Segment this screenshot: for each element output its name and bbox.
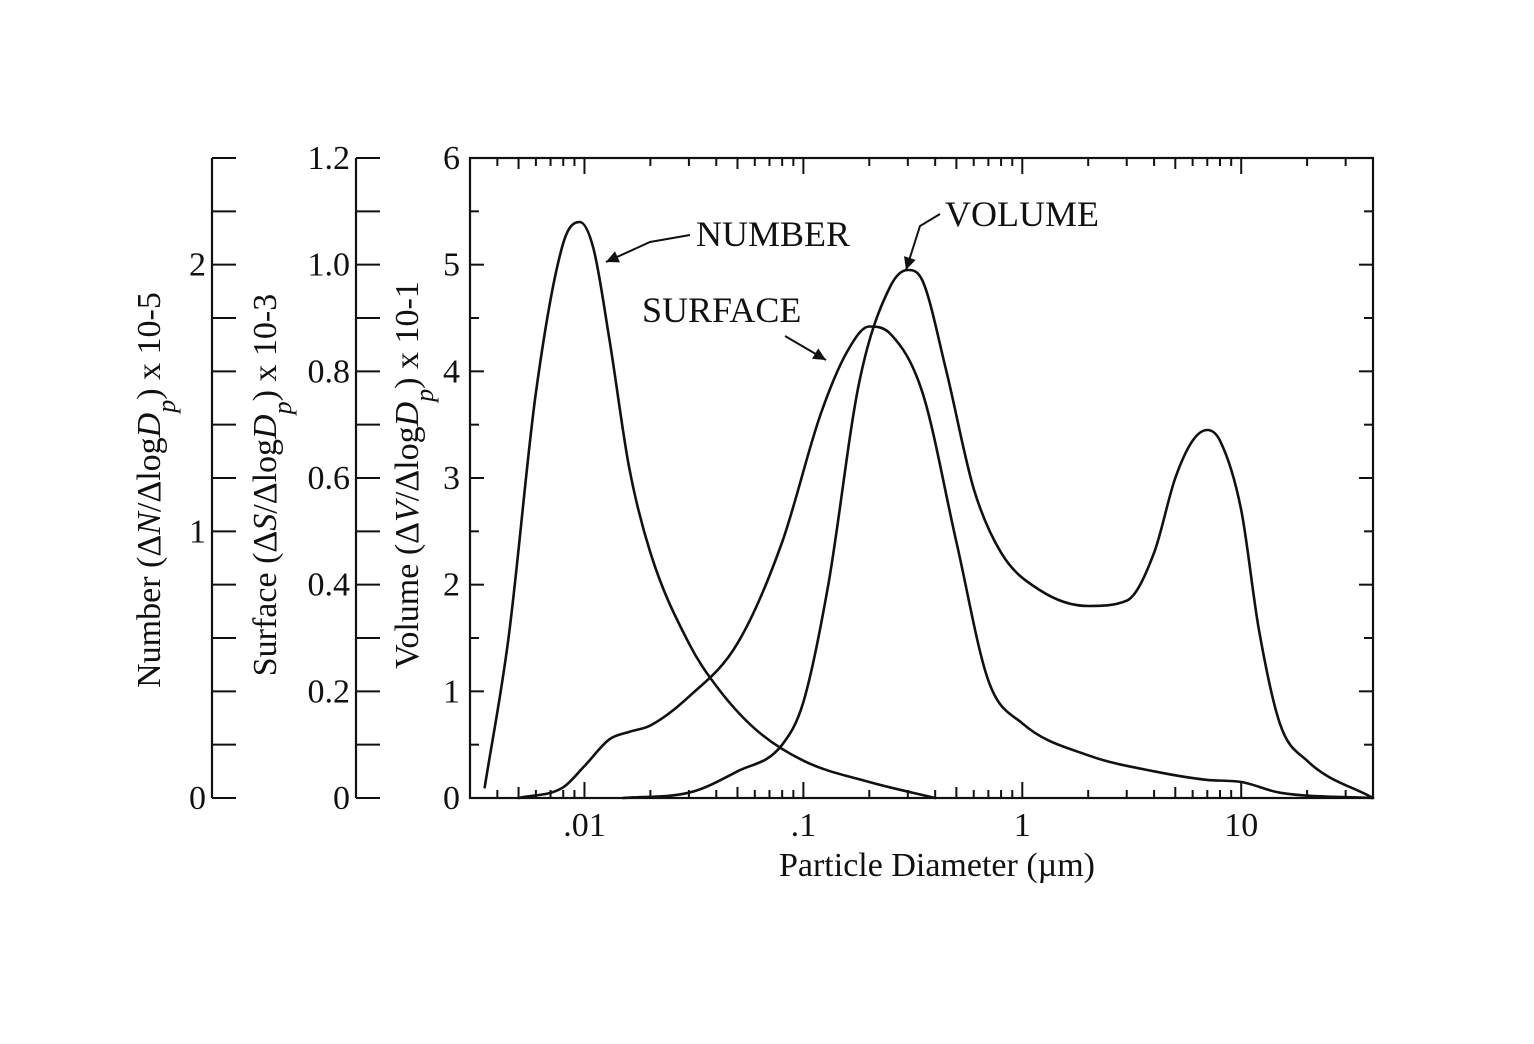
surface-tick-label: 0.8 xyxy=(308,353,351,390)
volume-tick-label: 5 xyxy=(443,247,460,284)
surface-tick-label: 1.0 xyxy=(308,247,351,284)
x-tick-label: 1 xyxy=(1014,807,1031,844)
surface-tick-label: 1.2 xyxy=(308,140,351,177)
surface-tick-label: 0.6 xyxy=(308,460,351,497)
number-arrowhead xyxy=(606,251,620,263)
surface-tick-label: 0 xyxy=(333,780,350,817)
number-tick-label: 0 xyxy=(189,780,206,817)
number-tick-label: 1 xyxy=(189,513,206,550)
volume-tick-label: 3 xyxy=(443,460,460,497)
volume-arrowhead xyxy=(904,256,916,270)
volume-arrow xyxy=(905,213,941,271)
number-axis-title: Number (ΔN/ΔlogDp) x 10-5 xyxy=(131,292,181,688)
x-tick-label: 10 xyxy=(1224,807,1258,844)
volume-tick-label: 1 xyxy=(443,673,460,710)
volume-axis-title: Volume (ΔV/ΔlogDp) x 10-1 xyxy=(389,281,439,669)
x-tick-label: .1 xyxy=(791,807,817,844)
x-axis-title: Particle Diameter (µm) xyxy=(779,847,1095,884)
volume-tick-label: 2 xyxy=(443,567,460,604)
surface-axis-title: Surface (ΔS/ΔlogDp) x 10-3 xyxy=(247,294,297,677)
surface-annotation: SURFACE xyxy=(642,290,801,330)
volume-tick-label: 4 xyxy=(443,353,460,390)
plot-frame: 0 1 2 3 4 5 6 Volume (ΔV/ΔlogDp) x 10-1 xyxy=(389,140,1375,817)
surface-curve xyxy=(517,325,1375,800)
curves xyxy=(483,220,1375,800)
number-annotation: NUMBER xyxy=(696,214,850,254)
curve-annotations: NUMBER SURFACE VOLUME xyxy=(605,194,1099,361)
number-arrow xyxy=(605,234,691,263)
surface-arrowhead xyxy=(812,348,826,360)
plot-border xyxy=(468,156,1375,800)
surface-tick-label: 0.2 xyxy=(308,673,351,710)
x-axis: .01 .1 1 10 xyxy=(469,158,1374,844)
number-tick-label: 2 xyxy=(189,247,206,284)
volume-annotation: VOLUME xyxy=(945,194,1099,234)
volume-curve xyxy=(621,268,1375,800)
number-curve xyxy=(483,220,937,800)
surface-y-axis: 0 0.2 0.4 0.6 0.8 1.0 1.2 Surface (ΔS/ΔlogDp) x… xyxy=(247,140,380,817)
volume-tick-label: 0 xyxy=(443,780,460,817)
surface-tick-label: 0.4 xyxy=(308,567,351,604)
x-tick-label: .01 xyxy=(563,807,606,844)
volume-tick-label: 6 xyxy=(443,140,460,177)
